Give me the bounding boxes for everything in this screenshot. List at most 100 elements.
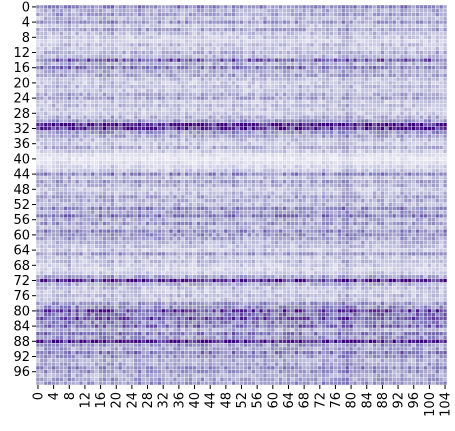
heatmap-cell bbox=[122, 16, 126, 20]
heatmap-cell bbox=[173, 47, 177, 51]
heatmap-cell bbox=[169, 161, 173, 165]
heatmap-cell bbox=[169, 96, 173, 100]
heatmap-cell bbox=[67, 176, 71, 180]
heatmap-cell bbox=[341, 73, 345, 77]
heatmap-cell bbox=[380, 43, 385, 47]
heatmap-cell bbox=[94, 39, 99, 43]
heatmap-cell bbox=[63, 28, 68, 32]
heatmap-cell bbox=[110, 58, 115, 62]
heatmap-cell bbox=[259, 172, 263, 176]
heatmap-cell bbox=[412, 50, 416, 55]
heatmap-cell bbox=[267, 35, 271, 39]
heatmap-cell bbox=[126, 54, 130, 58]
heatmap-cell bbox=[443, 115, 447, 119]
heatmap-cell bbox=[157, 43, 161, 47]
heatmap-cell bbox=[376, 92, 381, 96]
heatmap-cell bbox=[278, 9, 283, 13]
heatmap-cell bbox=[239, 50, 244, 55]
heatmap-cell bbox=[419, 31, 424, 36]
heatmap-cell bbox=[130, 73, 134, 77]
heatmap-cell bbox=[290, 111, 295, 115]
heatmap-cell bbox=[368, 39, 373, 43]
heatmap-cell bbox=[83, 180, 87, 184]
heatmap-cell bbox=[427, 35, 432, 39]
heatmap-cell bbox=[51, 153, 56, 157]
heatmap-cell bbox=[220, 115, 224, 119]
heatmap-cell bbox=[40, 153, 44, 157]
heatmap-cell bbox=[396, 115, 400, 119]
heatmap-cell bbox=[267, 20, 271, 24]
heatmap-cell bbox=[188, 157, 193, 161]
heatmap-cell bbox=[353, 43, 357, 47]
heatmap-cell bbox=[306, 100, 310, 104]
heatmap-cell bbox=[126, 104, 130, 108]
heatmap-cell bbox=[134, 119, 138, 123]
heatmap-cell bbox=[157, 35, 161, 39]
heatmap-cell bbox=[306, 119, 310, 123]
heatmap-cell bbox=[40, 168, 44, 172]
heatmap-cell bbox=[188, 12, 193, 17]
heatmap-cell bbox=[298, 20, 302, 24]
heatmap-cell bbox=[235, 35, 240, 39]
heatmap-cell bbox=[47, 35, 52, 39]
heatmap-cell bbox=[153, 92, 158, 96]
heatmap-cell bbox=[267, 54, 271, 58]
heatmap-cell bbox=[251, 24, 255, 28]
heatmap-cell bbox=[392, 157, 396, 161]
heatmap-cell bbox=[40, 111, 44, 115]
heatmap-cell bbox=[87, 138, 91, 142]
heatmap-cell bbox=[278, 85, 283, 89]
heatmap-cell bbox=[192, 58, 197, 62]
heatmap-cell bbox=[423, 12, 428, 17]
heatmap-cell bbox=[200, 157, 205, 161]
heatmap-cell bbox=[415, 47, 420, 51]
heatmap-cell bbox=[412, 134, 416, 138]
heatmap-cell bbox=[149, 50, 154, 55]
heatmap-cell bbox=[325, 123, 330, 127]
heatmap-cell bbox=[443, 149, 447, 153]
heatmap-cell bbox=[392, 130, 396, 134]
heatmap-cell bbox=[302, 172, 306, 176]
heatmap-cell bbox=[220, 172, 224, 176]
heatmap-cell bbox=[102, 12, 107, 17]
heatmap-cell bbox=[165, 183, 169, 188]
heatmap-cell bbox=[110, 43, 115, 47]
heatmap-cell bbox=[278, 16, 283, 20]
heatmap-cell bbox=[318, 149, 322, 153]
heatmap-cell bbox=[275, 50, 279, 55]
heatmap-cell bbox=[44, 24, 48, 28]
heatmap-cell bbox=[325, 119, 330, 123]
heatmap-cell bbox=[141, 92, 146, 96]
heatmap-cell bbox=[75, 126, 79, 131]
heatmap-cell bbox=[384, 119, 389, 123]
heatmap-cell bbox=[361, 54, 365, 58]
heatmap-cell bbox=[302, 180, 306, 184]
heatmap-cell bbox=[67, 153, 71, 157]
heatmap-cell bbox=[208, 85, 212, 89]
heatmap-cell bbox=[325, 92, 330, 96]
heatmap-cell bbox=[243, 16, 248, 20]
heatmap-cell bbox=[216, 142, 220, 146]
heatmap-cell bbox=[439, 69, 443, 74]
heatmap-cell bbox=[368, 47, 373, 51]
heatmap-cell bbox=[239, 85, 244, 89]
heatmap-cell bbox=[443, 81, 447, 85]
heatmap-cell bbox=[44, 62, 48, 66]
heatmap-cell bbox=[353, 145, 357, 150]
heatmap-cell bbox=[318, 39, 322, 43]
heatmap-cell bbox=[181, 153, 185, 157]
heatmap-cell bbox=[192, 16, 197, 20]
heatmap-cell bbox=[114, 168, 118, 172]
heatmap-cell bbox=[122, 58, 126, 62]
heatmap-cell bbox=[267, 168, 271, 172]
heatmap-cell bbox=[231, 35, 236, 39]
heatmap-cell bbox=[243, 104, 248, 108]
heatmap-cell bbox=[412, 111, 416, 115]
heatmap-cell bbox=[55, 24, 60, 28]
heatmap-cell bbox=[271, 111, 275, 115]
heatmap-cell bbox=[329, 126, 334, 131]
heatmap-cell bbox=[51, 138, 56, 142]
heatmap-cell bbox=[51, 81, 56, 85]
heatmap-cell bbox=[318, 142, 322, 146]
heatmap-cell bbox=[392, 62, 396, 66]
